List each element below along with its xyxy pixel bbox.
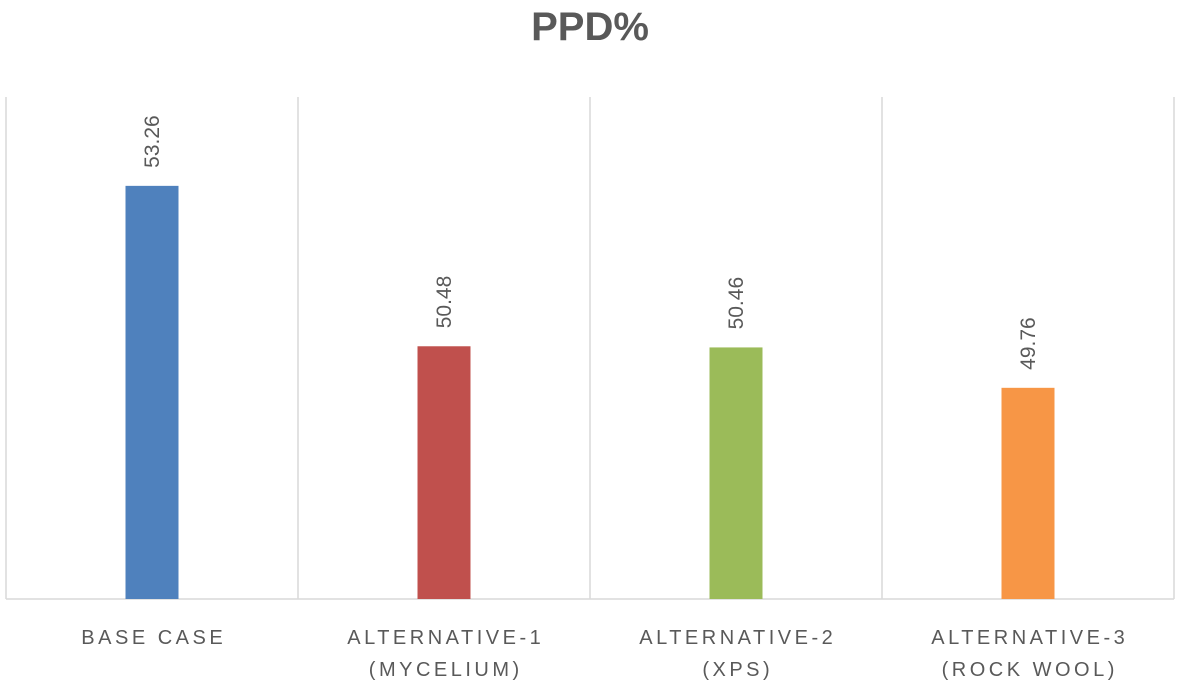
x-tick-label: ALTERNATIVE-3: [931, 627, 1128, 649]
data-label: 50.46: [725, 277, 748, 330]
grid-lines: [5, 97, 1175, 600]
data-labels: 53.26 50.48 50.46 49.76: [141, 115, 1040, 370]
data-label: 49.76: [1017, 317, 1040, 370]
chart-title: PPD%: [531, 5, 649, 49]
x-tick-label: (ROCK WOOL): [942, 659, 1118, 681]
data-label: 53.26: [141, 115, 164, 168]
bars: [125, 185, 1055, 599]
category-tick-labels: BASE CASE ALTERNATIVE-1 (MYCELIUM) ALTERNAT…: [81, 627, 1128, 681]
x-tick-label: ALTERNATIVE-1: [347, 627, 544, 649]
bar: [125, 185, 179, 599]
data-label: 50.48: [433, 276, 456, 329]
bar: [417, 346, 471, 599]
x-tick-label: BASE CASE: [81, 627, 226, 649]
x-tick-label: ALTERNATIVE-2: [639, 627, 836, 649]
bar: [1001, 387, 1055, 599]
x-tick-label: (MYCELIUM): [369, 659, 523, 681]
x-tick-label: (XPS): [702, 659, 773, 681]
bar: [709, 347, 763, 599]
